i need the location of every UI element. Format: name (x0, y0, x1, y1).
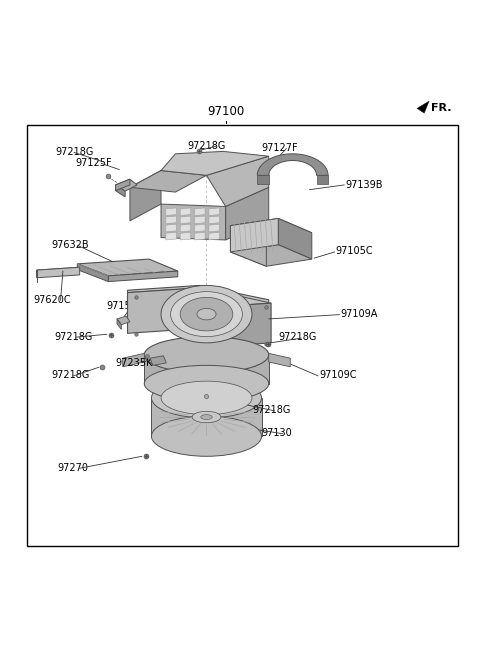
Polygon shape (128, 288, 271, 308)
Text: 97218G: 97218G (278, 332, 317, 342)
Text: 97218G: 97218G (187, 141, 226, 151)
Polygon shape (152, 398, 262, 436)
Ellipse shape (201, 415, 212, 419)
Text: 97125F: 97125F (75, 158, 111, 168)
Polygon shape (180, 233, 191, 240)
Polygon shape (117, 316, 130, 325)
Polygon shape (128, 288, 199, 333)
Text: 97218G: 97218G (54, 332, 93, 342)
Text: 97155F: 97155F (106, 300, 143, 311)
Polygon shape (257, 175, 269, 184)
Ellipse shape (170, 292, 242, 336)
Polygon shape (209, 208, 219, 215)
Polygon shape (36, 267, 80, 278)
Polygon shape (161, 204, 226, 240)
Polygon shape (417, 101, 429, 113)
Polygon shape (116, 179, 137, 191)
Polygon shape (77, 259, 178, 276)
Text: 97218G: 97218G (252, 405, 290, 415)
Polygon shape (128, 292, 199, 333)
Polygon shape (257, 154, 328, 175)
Polygon shape (77, 264, 108, 282)
Polygon shape (166, 208, 176, 215)
Polygon shape (226, 187, 269, 240)
Text: 97270: 97270 (57, 463, 88, 473)
Text: 97139B: 97139B (345, 180, 383, 190)
Ellipse shape (144, 336, 269, 373)
Text: 97109A: 97109A (340, 309, 378, 319)
Polygon shape (206, 156, 269, 206)
Polygon shape (116, 185, 125, 197)
Polygon shape (269, 353, 290, 367)
Polygon shape (144, 355, 269, 384)
Polygon shape (116, 179, 130, 191)
Ellipse shape (152, 378, 262, 418)
Ellipse shape (144, 365, 269, 401)
Polygon shape (199, 303, 271, 348)
Text: 97235K: 97235K (116, 358, 153, 368)
Polygon shape (194, 233, 205, 240)
Text: 97632B: 97632B (51, 240, 89, 250)
Polygon shape (161, 151, 269, 175)
Polygon shape (194, 216, 205, 223)
Text: 97218G: 97218G (51, 371, 89, 380)
Text: 97100: 97100 (207, 105, 244, 118)
Polygon shape (317, 175, 328, 184)
Polygon shape (166, 216, 176, 223)
Polygon shape (180, 216, 191, 223)
Text: 97130: 97130 (262, 428, 292, 438)
Polygon shape (194, 224, 205, 232)
Polygon shape (278, 218, 312, 259)
Polygon shape (123, 353, 144, 367)
Text: 97127F: 97127F (262, 143, 298, 152)
Bar (27, 125, 458, 546)
Polygon shape (230, 218, 312, 240)
Text: FR.: FR. (432, 102, 452, 112)
Text: 97109C: 97109C (319, 370, 357, 380)
Polygon shape (209, 224, 219, 232)
Polygon shape (180, 224, 191, 232)
Ellipse shape (161, 285, 252, 343)
Polygon shape (117, 319, 121, 329)
Polygon shape (130, 171, 161, 221)
Text: 97218G: 97218G (56, 147, 94, 158)
Ellipse shape (197, 308, 216, 320)
Ellipse shape (180, 298, 233, 331)
Polygon shape (108, 271, 178, 282)
Ellipse shape (152, 416, 262, 457)
Polygon shape (166, 224, 176, 232)
Polygon shape (36, 267, 80, 274)
Ellipse shape (161, 381, 252, 415)
Polygon shape (150, 356, 166, 365)
Polygon shape (230, 218, 278, 252)
Polygon shape (166, 233, 176, 240)
Polygon shape (130, 171, 206, 192)
Ellipse shape (192, 411, 221, 423)
Polygon shape (194, 208, 205, 215)
Polygon shape (230, 245, 312, 266)
Polygon shape (209, 233, 219, 240)
Polygon shape (180, 208, 191, 215)
Text: 97620C: 97620C (33, 295, 71, 305)
Text: 97105C: 97105C (336, 246, 373, 256)
Polygon shape (128, 285, 269, 309)
Polygon shape (209, 216, 219, 223)
Polygon shape (230, 225, 266, 266)
